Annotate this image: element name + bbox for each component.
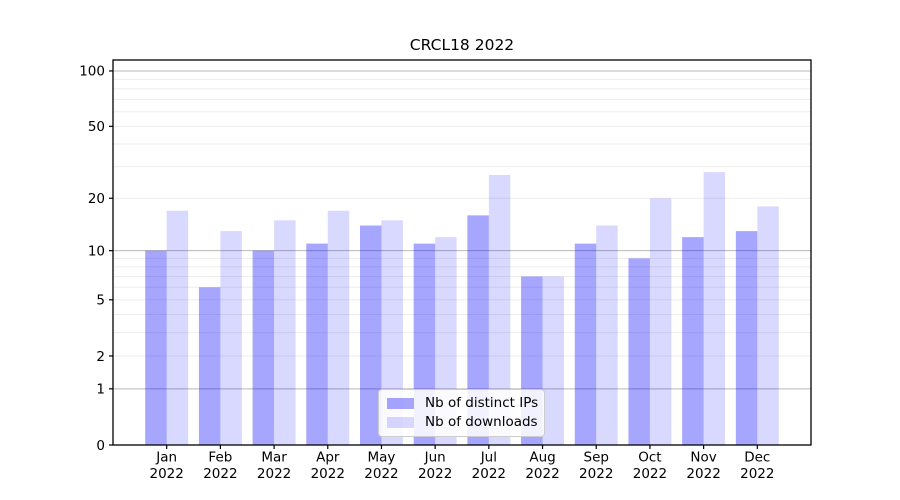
chart-title: CRCL18 2022 <box>409 36 515 54</box>
x-tick-label: Aug 2022 <box>525 450 559 483</box>
bar-jul-s1 <box>488 174 511 446</box>
legend-label-downloads: Nb of downloads <box>425 413 538 430</box>
x-tick-label: Nov 2022 <box>686 450 720 483</box>
bar-oct-s0 <box>628 258 650 445</box>
bar-mar-s1 <box>274 220 296 445</box>
y-tick-label: 20 <box>88 191 105 207</box>
bar-jul-s0 <box>467 215 489 445</box>
bar-apr-s0 <box>306 243 328 445</box>
x-tick-label: May 2022 <box>364 450 398 483</box>
plot-border <box>112 59 812 446</box>
bar-apr-s1 <box>327 210 350 445</box>
x-tick-label: Jul 2022 <box>472 450 506 483</box>
bar-mar-s0 <box>252 250 275 445</box>
legend-item-distinct-ips: Nb of distinct IPs <box>387 395 544 411</box>
bar-sep-s1 <box>596 225 618 445</box>
legend-label-distinct-ips: Nb of distinct IPs <box>425 395 539 411</box>
bar-may-s1 <box>381 220 403 445</box>
bar-dec-s1 <box>757 206 779 445</box>
bar-nov-s0 <box>682 237 704 445</box>
bar-feb-s0 <box>198 287 221 445</box>
bar-aug-s1 <box>542 276 565 445</box>
x-tick-label: Sep 2022 <box>579 450 613 483</box>
bar-may-s0 <box>359 225 382 445</box>
y-tick-label: 10 <box>88 243 105 259</box>
legend-swatch-downloads <box>387 416 414 428</box>
y-tick-label: 50 <box>88 119 105 135</box>
bar-dec-s0 <box>735 231 758 445</box>
x-tick-label: Oct 2022 <box>633 450 667 483</box>
x-tick-label: Apr 2022 <box>311 450 345 483</box>
x-tick-label: Feb 2022 <box>203 450 237 483</box>
bar-jan-s1 <box>166 210 189 445</box>
x-tick-label: Mar 2022 <box>257 450 291 483</box>
legend-swatch-distinct-ips <box>387 398 414 410</box>
y-tick-label: 5 <box>96 293 105 309</box>
y-tick-label: 1 <box>96 382 105 398</box>
x-tick-label: Dec 2022 <box>740 450 774 483</box>
x-tick-label: Jun 2022 <box>418 450 452 483</box>
bar-oct-s1 <box>649 198 672 445</box>
bar-sep-s0 <box>574 243 597 445</box>
bar-jan-s0 <box>145 250 167 445</box>
x-tick-label: Jan 2022 <box>150 450 184 483</box>
legend-item-downloads: Nb of downloads <box>387 413 544 430</box>
bar-feb-s1 <box>220 231 242 445</box>
legend: Nb of distinct IPs Nb of downloads <box>378 389 545 437</box>
y-tick-label: 2 <box>96 349 105 365</box>
y-tick-label: 0 <box>96 438 105 454</box>
y-tick-label: 100 <box>79 64 105 80</box>
bar-nov-s1 <box>703 172 726 445</box>
